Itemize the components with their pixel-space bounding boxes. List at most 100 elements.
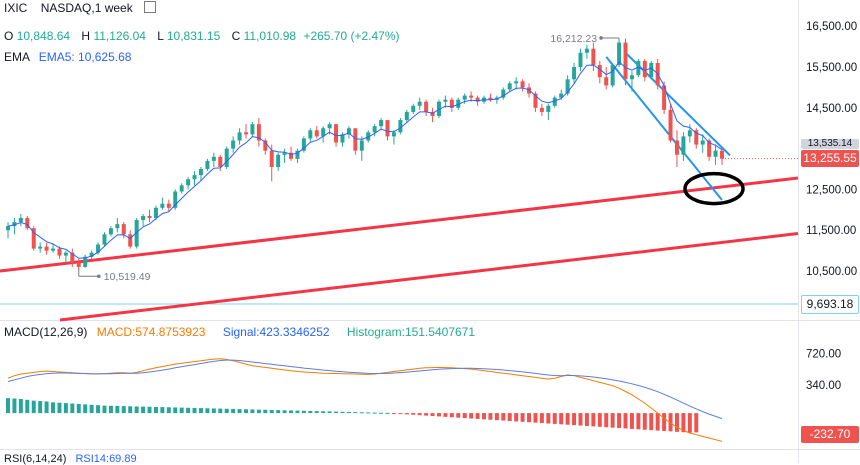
c-label: C (231, 29, 241, 43)
macd-histogram-bar (379, 412, 384, 414)
macd-histogram-bar (533, 413, 538, 423)
macd-histogram-bar (334, 411, 339, 414)
candle-body (584, 48, 589, 53)
candle-body (108, 228, 113, 235)
macd-histogram-bar (430, 413, 435, 417)
macd-histogram-bar (321, 411, 326, 414)
macd-histogram-bar (520, 413, 525, 422)
macd-histogram-bar (25, 399, 30, 414)
lower-trend-line (59, 232, 799, 322)
macd-histogram-bar (205, 408, 210, 414)
candle-body (449, 99, 454, 108)
macd-histogram-bar (211, 408, 216, 414)
candle-body (700, 140, 705, 145)
candle-body (610, 65, 615, 86)
candle-body (38, 246, 43, 249)
symbol-name[interactable]: IXIC (4, 1, 28, 15)
macd-histogram-bar (282, 410, 287, 414)
candle-body (224, 148, 229, 167)
candle-body (166, 203, 171, 208)
high-annotation-dot (599, 36, 603, 40)
candle-body (520, 81, 525, 88)
candle-body (662, 85, 667, 110)
candle-body (533, 93, 538, 108)
candle-body (340, 134, 345, 143)
candle-body (391, 132, 396, 137)
macd-histogram-bar (83, 404, 88, 414)
macd-histogram-bar (44, 401, 49, 414)
candle-body (18, 218, 23, 223)
candle-body (501, 89, 506, 98)
macd-histogram-bar (198, 408, 203, 414)
candle-body (282, 152, 287, 155)
l-label: L (157, 29, 164, 43)
macd-histogram-bar (462, 413, 467, 419)
macd-histogram-bar (147, 406, 152, 414)
macd-histogram-bar (449, 413, 454, 418)
macd-histogram-bar (604, 413, 609, 428)
candle-body (12, 222, 17, 227)
candle-body (424, 101, 429, 112)
high-annotation-label: 16,212.23 (550, 33, 597, 45)
macd-histogram-bar (674, 413, 679, 432)
macd-histogram-bar (346, 411, 351, 414)
candle-body (713, 150, 718, 157)
macd-histogram-bar (565, 413, 570, 425)
macd-histogram-bar (694, 413, 699, 433)
candle-body (552, 97, 557, 106)
macd-histogram-bar (649, 413, 654, 431)
macd-histogram-bar (18, 398, 23, 414)
candle-body (89, 252, 94, 257)
macd-axis-tick: 720.00 (806, 348, 841, 360)
candle-body (572, 67, 577, 80)
candle-body (63, 252, 68, 256)
price-axis-tick: 11,500.00 (806, 225, 856, 237)
candle-body (475, 97, 480, 102)
macd-histogram-bar (359, 412, 364, 414)
macd-histogram-bar (250, 409, 255, 414)
candle-body (57, 248, 62, 256)
macd-histogram-bar (456, 413, 461, 418)
candle-body (379, 120, 384, 127)
macd-histogram-bar (443, 413, 448, 417)
candle-body (565, 79, 570, 94)
macd-histogram-bar (96, 405, 101, 414)
macd-histogram-bar (57, 402, 62, 414)
candle-body (681, 136, 686, 155)
macd-histogram-bar (121, 406, 126, 414)
macd-histogram-bar (301, 410, 306, 414)
macd-histogram-bar (31, 400, 36, 414)
rsi-name[interactable]: RSI(6,14,24) (4, 453, 67, 465)
candle-body (115, 224, 120, 229)
macd-histogram-bar (51, 402, 56, 414)
candle-body (668, 109, 673, 141)
candle-body (546, 105, 551, 112)
candle-body (31, 228, 36, 249)
macd-header: MACD(12,26,9) MACD:574.8753923 Signal:42… (4, 325, 475, 339)
h-value: 11,126.04 (93, 29, 146, 43)
signal-line (7, 359, 723, 420)
candle-body (308, 130, 313, 139)
candle-body (96, 244, 101, 253)
ema-label[interactable]: EMA (4, 50, 30, 64)
macd-histogram-bar (681, 413, 686, 433)
macd-histogram-bar (244, 409, 248, 414)
candle-body (649, 62, 654, 78)
candle-body (153, 207, 158, 218)
macd-histogram-bar (12, 398, 17, 414)
macd-name[interactable]: MACD(12,26,9) (4, 325, 88, 339)
macd-histogram-bar (417, 413, 422, 416)
candle-body (83, 256, 88, 267)
candle-body (636, 60, 641, 76)
macd-histogram-bar (179, 407, 184, 414)
signal-value: Signal:423.3346252 (222, 325, 330, 339)
macd-histogram-bar (327, 411, 332, 414)
settings-icon[interactable] (144, 1, 157, 13)
candle-body (295, 150, 300, 159)
macd-histogram-bar (475, 413, 480, 419)
candle-body (218, 156, 223, 167)
macd-histogram-bar (424, 413, 429, 416)
macd-histogram-bar (160, 407, 165, 414)
macd-histogram-bar (552, 413, 557, 424)
